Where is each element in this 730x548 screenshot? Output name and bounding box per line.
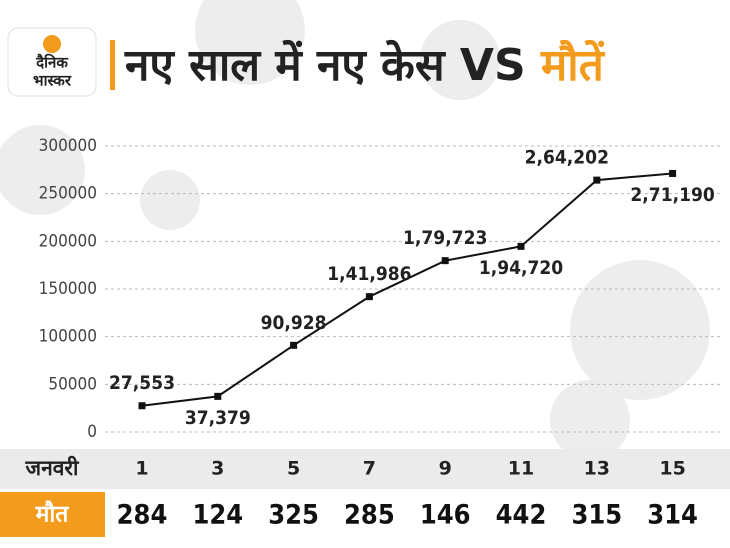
title-text: नए साल में नए केस VS: [124, 39, 541, 91]
title-highlight: मौतें: [540, 39, 606, 91]
point: [669, 169, 677, 177]
x-tick-label: 1: [135, 458, 148, 480]
y-tick-label: 150000: [39, 279, 97, 299]
logo-text: भास्कर: [33, 72, 72, 90]
y-tick-label: 50000: [48, 374, 97, 394]
point: [214, 392, 222, 400]
x-axis-label: जनवरी: [25, 455, 81, 480]
death-count: 146: [420, 500, 471, 531]
point: [138, 402, 146, 410]
value-label: 2,64,202: [525, 147, 609, 169]
death-count: 325: [268, 500, 319, 531]
logo-sun: [43, 35, 61, 53]
value-label: 1,94,720: [479, 257, 563, 279]
value-label: 1,41,986: [327, 263, 411, 285]
y-tick-label: 250000: [39, 184, 97, 204]
death-count: 284: [117, 500, 168, 531]
y-tick-label: 200000: [39, 231, 97, 251]
deaths-label: मौत: [35, 500, 70, 528]
x-tick-label: 9: [439, 458, 452, 480]
point: [441, 257, 449, 265]
y-tick-label: 100000: [39, 327, 97, 347]
line: [141, 172, 673, 407]
x-tick-label: 15: [659, 458, 685, 480]
deaths-label-box: [0, 492, 105, 537]
y-tick-label: 300000: [39, 136, 97, 156]
x-tick-label: 3: [211, 458, 224, 480]
value-label: 2,71,190: [630, 184, 714, 206]
x-tick-label: 7: [363, 458, 376, 480]
x-tick-label: 11: [508, 458, 534, 480]
value-label: 37,379: [185, 407, 251, 429]
point: [365, 293, 373, 301]
background-decoration: [0, 0, 710, 460]
value-label: 90,928: [261, 312, 327, 334]
death-count: 124: [192, 500, 243, 531]
y-tick-label: 0: [87, 422, 97, 442]
chart-title: नए साल में नए केस VS मौतें: [124, 39, 606, 91]
date-row: [0, 449, 730, 489]
value-label: 1,79,723: [403, 227, 487, 249]
x-tick-label: 5: [287, 458, 300, 480]
point: [517, 242, 525, 250]
logo-text: दैनिक: [35, 54, 69, 72]
death-count: 285: [344, 500, 395, 531]
point: [290, 341, 298, 349]
title-bar: [110, 40, 115, 90]
logo-box: [7, 27, 97, 97]
value-label: 27,553: [109, 372, 175, 394]
death-count: 442: [496, 500, 547, 531]
x-tick-label: 13: [584, 458, 610, 480]
point: [593, 176, 601, 184]
death-count: 315: [571, 500, 622, 531]
death-count: 314: [647, 500, 698, 531]
